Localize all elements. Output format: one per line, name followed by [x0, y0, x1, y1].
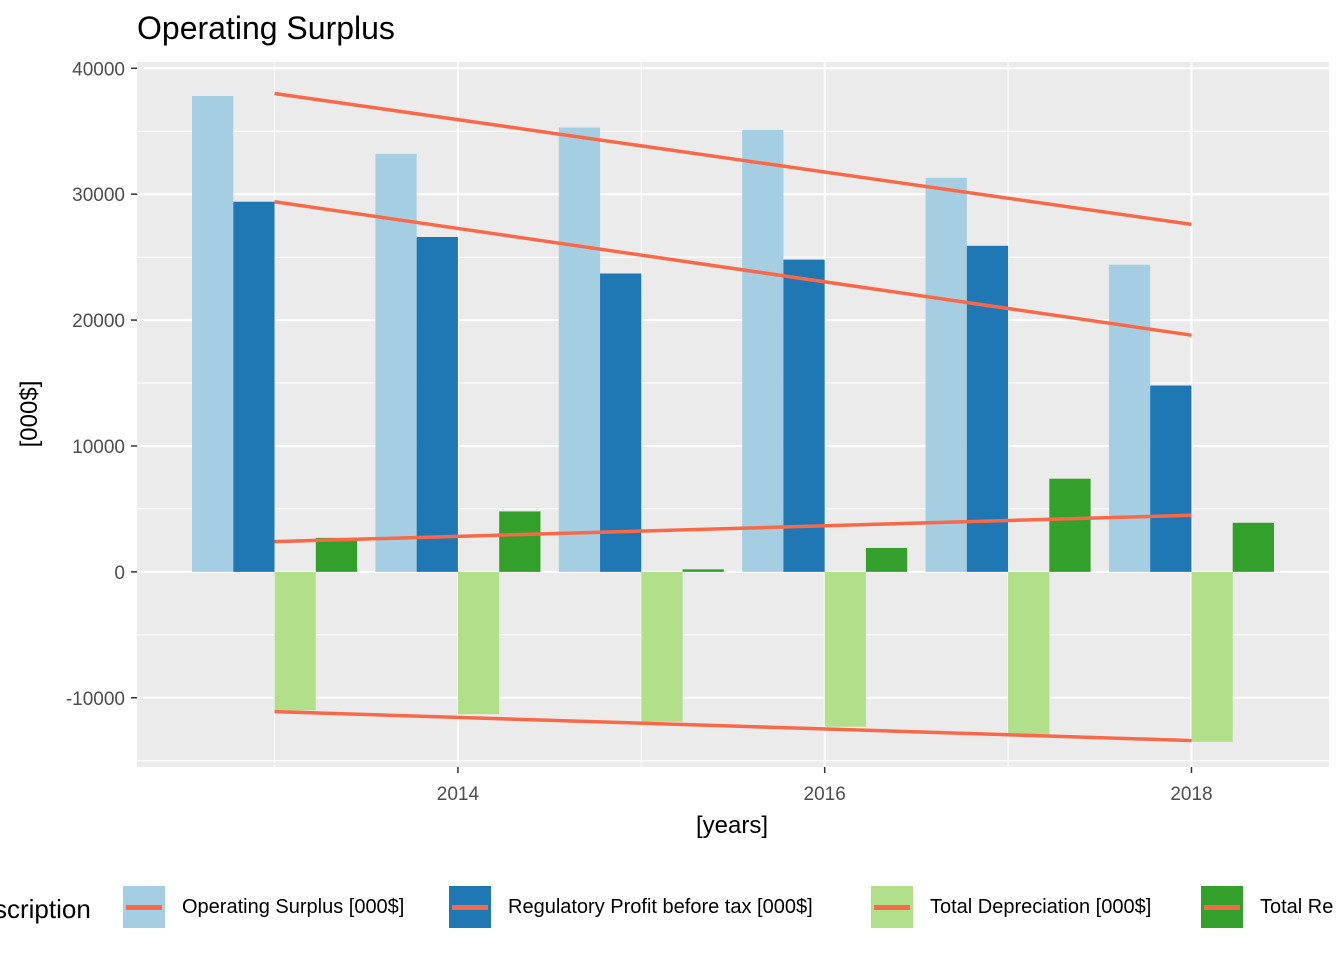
x-axis-label: [years]: [695, 812, 769, 839]
legend: scription Operating Surplus [000$] Regula…: [0, 884, 1344, 932]
chart-title: Operating Surplus: [137, 10, 395, 46]
legend-key: [871, 886, 913, 928]
bar: [865, 547, 908, 572]
bar: [783, 259, 825, 572]
legend-key-line: [874, 905, 910, 910]
legend-title: scription: [0, 894, 91, 924]
legend-key-line: [1204, 905, 1240, 910]
legend-label: Total Depreciation [000$]: [930, 896, 1152, 918]
bar: [1191, 571, 1233, 742]
bar: [600, 273, 642, 572]
y-tick-label: 20000: [72, 311, 125, 332]
bar: [416, 236, 458, 572]
trend-line: [274, 709, 1192, 743]
legend-label: Operating Surplus [000$]: [182, 896, 405, 918]
bar: [274, 571, 316, 711]
y-tick-label: 30000: [72, 185, 125, 206]
bar: [1049, 478, 1091, 572]
bar: [641, 571, 683, 722]
bar: [315, 537, 358, 572]
legend-key: [123, 886, 165, 928]
trend-line: [274, 513, 1192, 544]
trend-line: [274, 200, 1192, 337]
legend-label: Total Re: [1260, 896, 1334, 918]
y-tick-label: 40000: [72, 59, 125, 80]
y-axis-label: [000$]: [16, 380, 43, 448]
bar: [457, 571, 500, 715]
bar: [192, 95, 234, 572]
legend-key-line: [126, 905, 162, 910]
bar: [558, 127, 601, 572]
bar: [1232, 522, 1274, 572]
y-tick-label: 10000: [72, 437, 125, 458]
bar: [1108, 264, 1151, 572]
bar: [824, 571, 866, 727]
x-tick-label: 2016: [804, 784, 846, 805]
y-tick-label: 0: [114, 563, 125, 584]
bar: [1150, 385, 1192, 572]
bar: [966, 245, 1009, 572]
trend-line: [274, 91, 1192, 227]
legend-key: [1201, 886, 1243, 928]
x-tick-label: 2018: [1170, 784, 1212, 805]
x-tick-label: 2014: [437, 784, 480, 805]
legend-key-line: [452, 905, 488, 910]
bar: [1008, 571, 1050, 735]
bar: [742, 129, 784, 572]
bar: [682, 569, 724, 572]
bar: [925, 177, 967, 572]
legend-label: Regulatory Profit before tax [000$]: [508, 896, 813, 918]
legend-key: [449, 886, 491, 928]
bar: [375, 153, 417, 572]
bar: [233, 201, 275, 572]
bar: [499, 511, 541, 572]
y-tick-label: -10000: [66, 689, 125, 710]
